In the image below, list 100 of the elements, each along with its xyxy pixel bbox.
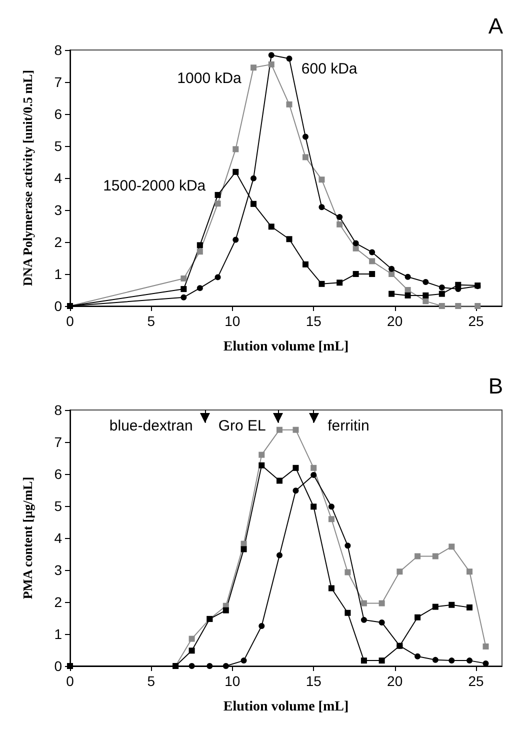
ref-line-label: Gro EL	[218, 418, 266, 434]
point	[404, 292, 411, 298]
point	[268, 52, 274, 58]
point	[302, 154, 308, 160]
point	[328, 585, 334, 592]
point	[310, 472, 317, 478]
x-tick-label: 25	[468, 673, 484, 689]
point	[360, 600, 367, 606]
point	[404, 274, 411, 280]
point	[232, 168, 239, 175]
point	[188, 663, 195, 669]
x-tick-label: 15	[306, 673, 322, 689]
y-tick-label: 6	[54, 466, 62, 482]
point	[378, 619, 385, 626]
series-label: 600 kDa	[301, 60, 358, 78]
point	[360, 616, 367, 623]
x-tick-label: 10	[224, 313, 240, 329]
point	[180, 286, 187, 292]
x-tick-label: 25	[468, 313, 484, 329]
x-tick-label: 0	[66, 673, 74, 689]
point	[336, 221, 343, 228]
point	[310, 464, 317, 471]
y-tick-label: 2	[54, 594, 62, 610]
point	[206, 663, 213, 669]
point	[196, 248, 203, 255]
point	[336, 280, 343, 286]
point	[328, 504, 334, 510]
point	[328, 516, 334, 522]
y-tick-label: 8	[54, 402, 62, 418]
series-label: 1000 kDa	[177, 70, 242, 87]
point	[268, 61, 274, 68]
point	[438, 303, 445, 309]
point	[258, 623, 265, 629]
y-tick-label: 4	[54, 170, 62, 186]
point	[414, 553, 421, 560]
point	[422, 292, 429, 298]
point	[292, 426, 299, 433]
point	[388, 271, 395, 277]
point	[344, 569, 351, 576]
point	[196, 242, 203, 248]
point	[369, 258, 376, 264]
point	[180, 275, 187, 282]
point	[276, 478, 283, 484]
ref-line-label: ferritin	[328, 418, 370, 434]
y-tick-label: 7	[54, 74, 62, 90]
y-tick-label: 5	[54, 138, 62, 154]
point	[482, 643, 489, 650]
x-tick-label: 20	[387, 673, 403, 689]
point	[448, 658, 455, 664]
point	[214, 192, 221, 198]
y-axis-title: PMA content [µg/mL]	[20, 476, 35, 600]
x-tick-label: 15	[306, 313, 322, 329]
point	[388, 290, 395, 297]
point	[222, 607, 229, 614]
point	[466, 568, 473, 575]
x-axis-title: Elution volume [mL]	[223, 700, 349, 714]
point	[318, 280, 325, 287]
point	[310, 504, 317, 510]
x-tick-label: 5	[147, 673, 156, 689]
point	[258, 462, 265, 468]
point	[240, 546, 247, 552]
x-tick-label: 0	[66, 313, 74, 329]
point	[352, 240, 359, 246]
point	[250, 64, 257, 71]
point	[466, 658, 473, 664]
x-tick-label: 10	[224, 673, 240, 689]
point	[438, 284, 445, 290]
point	[180, 294, 187, 300]
point	[360, 658, 367, 664]
point	[318, 204, 325, 210]
point	[414, 614, 421, 620]
point	[250, 200, 257, 207]
point	[286, 101, 292, 108]
point	[388, 266, 395, 272]
point	[188, 648, 195, 654]
point	[292, 488, 299, 494]
point	[432, 553, 438, 560]
x-tick-label: 20	[387, 313, 403, 329]
point	[268, 224, 274, 230]
point	[318, 176, 325, 183]
point	[232, 236, 239, 243]
y-tick-label: 4	[54, 530, 62, 546]
y-axis-title: DNA Polymerase activity [unit/0.5 mL]	[20, 70, 35, 286]
y-tick-label: 0	[54, 298, 62, 314]
point	[432, 656, 438, 663]
point	[276, 426, 283, 433]
y-tick-label: 5	[54, 498, 62, 514]
point	[396, 568, 403, 575]
x-axis-title: Elution volume [mL]	[223, 340, 349, 354]
point	[422, 298, 429, 304]
point	[448, 602, 455, 608]
point	[422, 279, 429, 285]
point	[352, 271, 359, 277]
point	[222, 663, 229, 669]
point	[369, 271, 376, 277]
point	[482, 660, 489, 666]
point	[404, 287, 411, 293]
point	[286, 56, 292, 62]
point	[286, 236, 292, 242]
point	[196, 285, 203, 292]
